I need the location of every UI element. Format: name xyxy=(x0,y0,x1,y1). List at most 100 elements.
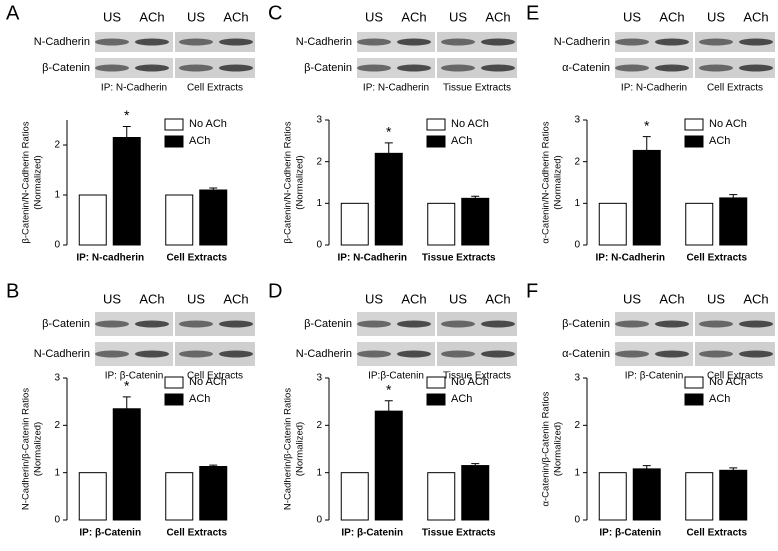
y-tick-label: 0 xyxy=(574,515,580,526)
blot-group-label: Tissue Extracts xyxy=(443,83,511,94)
blot-row-label: N-Cadherin xyxy=(554,36,610,48)
bar xyxy=(78,472,107,521)
blot-group-label: Cell Extracts xyxy=(187,83,243,94)
legend-swatch xyxy=(164,393,184,406)
bar xyxy=(719,197,748,246)
blot-band xyxy=(397,320,431,328)
blot-band xyxy=(95,38,129,46)
blot-strip xyxy=(95,58,173,78)
y-axis-label: (Normalized) xyxy=(295,155,306,209)
y-tick-label: 2 xyxy=(316,420,322,431)
error-bar xyxy=(122,126,131,138)
legend-label: ACh xyxy=(189,393,210,405)
blot-group-label: IP: N-Cadherin xyxy=(363,83,429,94)
y-axis-label: (Normalized) xyxy=(33,422,44,476)
blot-column-label: ACh xyxy=(401,291,426,306)
blot-row-label: N-Cadherin xyxy=(296,36,352,48)
blot-band xyxy=(219,350,253,358)
panel: US ACh US ACh β-Catenin N-Cadherin IP:β-Cateni… xyxy=(268,280,517,539)
bar xyxy=(374,152,403,246)
bar xyxy=(199,466,228,521)
blot-strip xyxy=(437,58,517,78)
y-tick-label: 1 xyxy=(316,467,322,478)
y-tick-label: 0 xyxy=(54,515,60,526)
y-tick-label: 3 xyxy=(54,373,60,384)
y-tick-label: 0 xyxy=(54,240,60,251)
y-tick-label: 2 xyxy=(316,156,322,167)
blot-band xyxy=(481,38,515,46)
blot-group-label: IP:β-Catenin xyxy=(368,371,424,382)
legend-label: No ACh xyxy=(451,118,489,130)
bar xyxy=(165,194,194,246)
panel: US ACh US ACh β-Catenin α-Catenin IP: β-Cateni… xyxy=(526,280,775,539)
error-bar xyxy=(471,463,480,466)
legend-label: No ACh xyxy=(709,118,747,130)
y-tick-label: 3 xyxy=(316,115,322,126)
y-tick-label: 1 xyxy=(574,467,580,478)
blot-band xyxy=(739,64,773,72)
legend-label: ACh xyxy=(709,393,730,405)
blot-column-label: ACh xyxy=(401,9,426,24)
blot-strip xyxy=(615,32,693,52)
x-tick-label: Cell Extracts xyxy=(686,528,747,539)
blot-group-label: IP: N-Cadherin xyxy=(101,83,167,94)
error-bar xyxy=(642,465,651,469)
y-tick-label: 2 xyxy=(574,156,580,167)
panel-label: D xyxy=(268,280,282,302)
blot-band xyxy=(135,38,169,46)
bar xyxy=(427,472,456,521)
y-tick-label: 0 xyxy=(316,240,322,251)
legend-swatch xyxy=(426,376,446,389)
x-tick-label: IP: N-Cadherin xyxy=(338,253,407,264)
blot-column-label: US xyxy=(365,291,383,306)
blot-group-label: IP: N-Cadherin xyxy=(621,83,687,94)
panel-label: C xyxy=(268,2,282,24)
legend-label: No ACh xyxy=(709,376,747,388)
legend-swatch xyxy=(164,135,184,148)
blot-column-label: ACh xyxy=(485,291,510,306)
bar xyxy=(340,202,369,246)
bar xyxy=(78,194,107,246)
blot-band xyxy=(739,38,773,46)
significance-mark: * xyxy=(124,107,130,123)
legend-label: ACh xyxy=(189,135,210,147)
blot-column-label: ACh xyxy=(223,9,248,24)
y-axis-label: β-Catenin/N-Cadherin Ratios xyxy=(21,121,32,243)
blot-column-label: US xyxy=(623,291,641,306)
blot-column-label: ACh xyxy=(139,291,164,306)
y-axis-label: α-Catenin/β-Catenin Ratios xyxy=(541,391,552,506)
blot-row-label: β-Catenin xyxy=(562,318,610,330)
bar xyxy=(427,202,456,246)
panel: US ACh US ACh N-Cadherin α-Catenin IP: N-Cadhe… xyxy=(526,2,775,264)
significance-mark: * xyxy=(124,378,130,394)
error-bar xyxy=(642,136,651,151)
blot-band xyxy=(219,38,253,46)
legend-swatch xyxy=(426,118,446,131)
blot-group-label: Cell Extracts xyxy=(707,371,763,382)
legend-swatch xyxy=(684,118,704,131)
blot-column-label: US xyxy=(103,291,121,306)
blot-column-label: ACh xyxy=(659,291,684,306)
panel: US ACh US ACh N-Cadherin β-Catenin IP: N-Cadhe… xyxy=(6,2,255,264)
y-tick-label: 1 xyxy=(574,198,580,209)
bar xyxy=(685,202,714,246)
blot-row-label: β-Catenin xyxy=(42,62,90,74)
y-axis-label: β-Catenin/N-Cadherin Ratios xyxy=(283,121,294,243)
blot-band xyxy=(357,64,391,72)
y-tick-label: 2 xyxy=(54,420,60,431)
error-bar xyxy=(384,142,393,154)
blot-band xyxy=(615,64,649,72)
blot-column-label: US xyxy=(623,9,641,24)
blot-column-label: US xyxy=(449,9,467,24)
legend-swatch xyxy=(164,376,184,389)
panel-label: F xyxy=(526,280,538,302)
blot-group-label: IP: β-Catenin xyxy=(625,371,684,382)
y-tick-label: 0 xyxy=(316,515,322,526)
blot-strip xyxy=(175,58,255,78)
panel-label: B xyxy=(6,280,19,302)
blot-row-label: β-Catenin xyxy=(304,318,352,330)
blot-band xyxy=(481,64,515,72)
blot-strip xyxy=(695,32,775,52)
error-bar xyxy=(209,464,218,467)
blot-band xyxy=(481,320,515,328)
